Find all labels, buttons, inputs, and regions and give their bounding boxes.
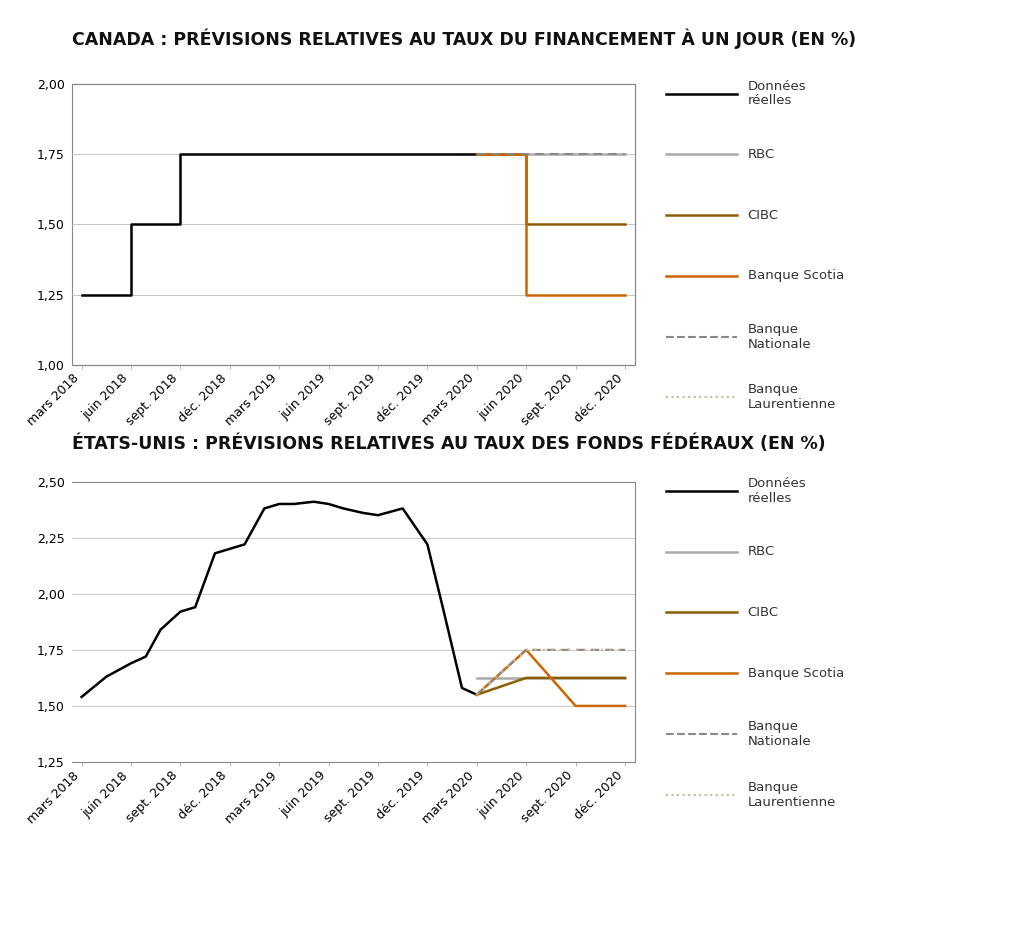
Text: Banque
Laurentienne: Banque Laurentienne (748, 781, 836, 809)
Text: CIBC: CIBC (748, 209, 778, 222)
Text: RBC: RBC (748, 545, 775, 558)
Text: Banque
Laurentienne: Banque Laurentienne (748, 383, 836, 411)
Text: CIBC: CIBC (748, 606, 778, 619)
Text: Banque Scotia: Banque Scotia (748, 269, 844, 282)
Text: RBC: RBC (748, 148, 775, 161)
Text: Données
réelles: Données réelles (748, 477, 806, 505)
Text: CANADA : PRÉVISIONS RELATIVES AU TAUX DU FINANCEMENT À UN JOUR (EN %): CANADA : PRÉVISIONS RELATIVES AU TAUX DU… (72, 28, 856, 49)
Text: Banque Scotia: Banque Scotia (748, 667, 844, 680)
Text: ÉTATS-UNIS : PRÉVISIONS RELATIVES AU TAUX DES FONDS FÉDÉRAUX (EN %): ÉTATS-UNIS : PRÉVISIONS RELATIVES AU TAU… (72, 435, 825, 453)
Text: Banque
Nationale: Banque Nationale (748, 323, 811, 351)
Text: Données
réelles: Données réelles (748, 79, 806, 108)
Text: Banque
Nationale: Banque Nationale (748, 720, 811, 748)
